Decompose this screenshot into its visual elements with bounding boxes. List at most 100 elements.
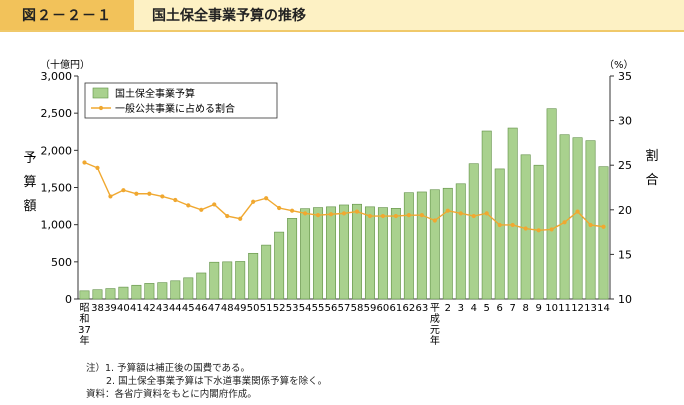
title-bar: 図２－２－１ 国土保全事業予算の推移 [0, 0, 684, 32]
ratio-point [95, 165, 100, 170]
x-tick-label: 11 [558, 303, 571, 314]
x-tick-label: 58 [351, 303, 364, 314]
bar [196, 272, 207, 300]
bar [300, 208, 311, 300]
bar [326, 206, 336, 300]
ratio-point [393, 213, 399, 219]
right-tick-label: 35 [618, 70, 632, 83]
x-tick-label: 60 [377, 303, 390, 314]
x-tick-label: 50 [247, 303, 260, 314]
x-tick-label: 成 [430, 313, 440, 325]
x-tick-label: 49 [234, 303, 247, 314]
line-series [82, 160, 606, 233]
x-tick-label: 44 [169, 303, 182, 314]
left-tick-label: 500 [51, 256, 72, 269]
bar [118, 286, 129, 300]
ratio-point [575, 209, 580, 214]
bar [209, 261, 220, 300]
ratio-point [238, 216, 243, 221]
x-tick-label: 8 [522, 303, 528, 314]
bar [572, 137, 583, 300]
x-tick-label: 6 [497, 303, 503, 314]
bar [313, 207, 324, 300]
ratio-point [497, 222, 502, 228]
x-tick-label: 57 [338, 303, 351, 314]
x-tick-label: 平 [430, 303, 440, 314]
bar [183, 277, 194, 300]
bar [131, 284, 142, 300]
x-tick-label: 元 [430, 325, 440, 336]
ratio-point [562, 220, 567, 225]
left-axis-title-char: 算 [23, 175, 36, 190]
ratio-point [341, 211, 347, 216]
bar [144, 283, 155, 300]
ratio-point [82, 160, 87, 165]
ratio-point [601, 224, 606, 229]
bar [585, 140, 596, 300]
right-tick-label: 15 [618, 248, 632, 261]
x-tick-label: 43 [156, 303, 169, 314]
x-tick-label: 56 [325, 303, 338, 314]
ratio-point [484, 211, 489, 216]
bar [235, 261, 246, 300]
bar [105, 288, 116, 300]
legend-line-marker [98, 105, 104, 111]
bar [261, 244, 272, 300]
x-tick-label: 年 [430, 334, 440, 347]
legend-line-label: 一般公共事業に占める割合 [115, 102, 235, 115]
bar [170, 280, 181, 300]
bar [416, 191, 427, 300]
x-tick-label: 45 [182, 303, 195, 314]
ratio-point [264, 196, 269, 201]
x-tick-label: 52 [273, 303, 286, 314]
right-axis-unit: （%） [604, 59, 634, 71]
right-tick-label: 30 [618, 115, 632, 128]
legend-bar-swatch [92, 87, 109, 99]
x-tick-label: 59 [364, 303, 377, 314]
right-axis-title-char: 割 [645, 148, 658, 164]
x-tick-label: 和 [79, 313, 89, 325]
left-axis-title-char: 予 [23, 151, 36, 166]
x-tick-label: 61 [390, 303, 403, 314]
ratio-point [134, 191, 139, 196]
bar [274, 231, 285, 300]
bar [364, 206, 375, 300]
bar [507, 127, 518, 300]
ratio-point [458, 211, 463, 216]
bar [494, 168, 505, 300]
x-tick-label: 昭 [79, 302, 89, 314]
ratio-point [121, 188, 126, 193]
bar [352, 203, 362, 300]
x-tick-label: 54 [299, 303, 312, 314]
ratio-point [315, 213, 321, 218]
right-tick-label: 20 [618, 204, 632, 217]
left-tick-label: 1,500 [41, 182, 73, 195]
left-axis-unit: （十億円） [40, 58, 90, 71]
right-axis-title-char: 合 [645, 173, 658, 188]
left-tick-label: 2,500 [41, 107, 73, 120]
ratio-point [536, 228, 541, 233]
ratio-point [380, 213, 386, 219]
right-tick-label: 10 [618, 293, 632, 306]
left-tick-label: 2,000 [41, 144, 73, 157]
ratio-point [588, 222, 593, 228]
bar [157, 282, 168, 300]
figure-title: 国土保全事業予算の推移 [152, 8, 306, 24]
legend-box [84, 82, 278, 119]
x-tick-label: 40 [117, 303, 130, 314]
ratio-point [445, 208, 450, 213]
bar [92, 289, 103, 300]
ratio-point [302, 211, 308, 216]
x-tick-label: 38 [91, 303, 104, 314]
x-tick-label: 4 [471, 303, 477, 314]
bar [455, 183, 466, 300]
x-tick-label: 9 [535, 303, 541, 314]
bar-series [79, 108, 609, 300]
ratio-point [289, 208, 295, 213]
ratio-point [251, 199, 256, 204]
bar [559, 134, 570, 300]
note-2: 2. 国土保全事業予算は下水道事業関係予算を除く。 [106, 376, 328, 387]
bar [468, 163, 479, 300]
ratio-point [406, 213, 411, 218]
